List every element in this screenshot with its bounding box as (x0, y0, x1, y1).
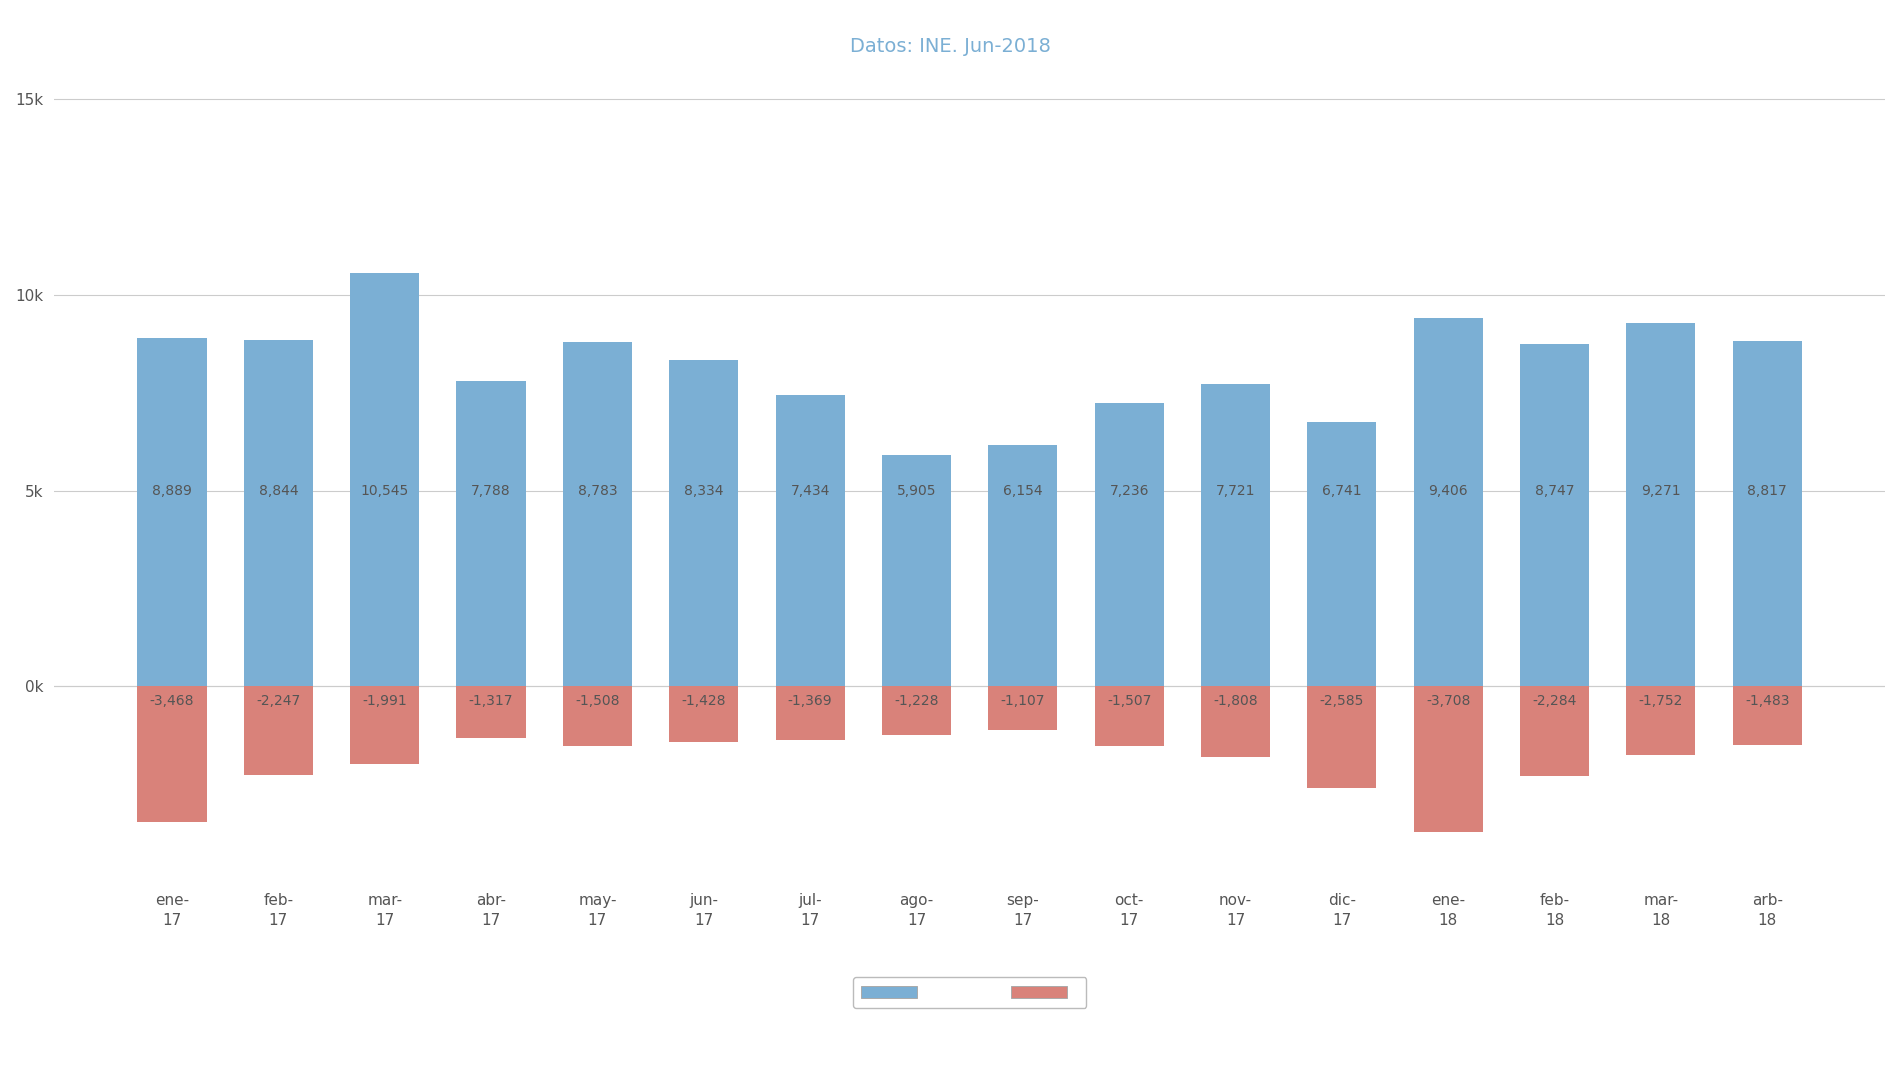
Text: 8,334: 8,334 (684, 483, 724, 497)
Text: -2,585: -2,585 (1320, 694, 1364, 709)
Text: -1,228: -1,228 (895, 694, 939, 709)
Text: 8,817: 8,817 (1748, 483, 1788, 497)
Bar (1094, 686, 1163, 745)
Text: -1,752: -1,752 (1638, 694, 1683, 709)
Text: -1,991: -1,991 (363, 694, 407, 709)
Text: 8,889: 8,889 (152, 483, 192, 497)
Bar (1201, 384, 1269, 686)
Bar (882, 686, 952, 734)
Text: -1,317: -1,317 (469, 694, 513, 709)
Text: 7,721: 7,721 (1216, 483, 1256, 497)
Text: 7,236: 7,236 (1110, 483, 1150, 497)
Bar (775, 396, 846, 686)
Bar (988, 446, 1058, 686)
Text: 6,741: 6,741 (1322, 483, 1362, 497)
Bar (456, 686, 526, 738)
Text: -3,708: -3,708 (1427, 694, 1471, 709)
Text: 8,747: 8,747 (1535, 483, 1575, 497)
Bar (562, 686, 633, 745)
Text: -3,468: -3,468 (150, 694, 194, 709)
Bar (350, 274, 420, 686)
Text: -1,507: -1,507 (1108, 694, 1151, 709)
Text: -1,428: -1,428 (682, 694, 726, 709)
Text: -1,107: -1,107 (1001, 694, 1045, 709)
Text: 6,154: 6,154 (1003, 483, 1043, 497)
Bar (882, 455, 952, 686)
Bar (1626, 323, 1695, 686)
Text: -1,808: -1,808 (1214, 694, 1258, 709)
Bar (1094, 403, 1163, 686)
Bar (988, 686, 1058, 730)
Bar (1414, 686, 1482, 832)
Text: -2,247: -2,247 (256, 694, 300, 709)
Bar (1626, 686, 1695, 755)
Bar (243, 686, 314, 775)
Bar (1520, 344, 1588, 686)
Text: Datos: INE. Jun-2018: Datos: INE. Jun-2018 (849, 37, 1051, 57)
Bar (456, 382, 526, 686)
Text: 9,271: 9,271 (1642, 483, 1682, 497)
Bar (243, 340, 314, 686)
Text: 9,406: 9,406 (1429, 483, 1469, 497)
Bar (1414, 317, 1482, 686)
Bar (562, 342, 633, 686)
Text: 10,545: 10,545 (361, 483, 408, 497)
Text: 5,905: 5,905 (897, 483, 937, 497)
Bar (137, 338, 207, 686)
Text: 7,434: 7,434 (790, 483, 830, 497)
Text: -1,369: -1,369 (788, 694, 832, 709)
Text: -1,483: -1,483 (1744, 694, 1790, 709)
Bar (1520, 686, 1588, 776)
Bar (1307, 686, 1376, 788)
Legend: , : , (853, 977, 1087, 1008)
Bar (1733, 341, 1801, 686)
Text: 8,844: 8,844 (258, 483, 298, 497)
Bar (1201, 686, 1269, 757)
Bar (669, 360, 739, 686)
Bar (1307, 422, 1376, 686)
Text: -1,508: -1,508 (576, 694, 619, 709)
Bar (669, 686, 739, 742)
Bar (137, 686, 207, 822)
Bar (1733, 686, 1801, 745)
Text: 8,783: 8,783 (578, 483, 618, 497)
Bar (775, 686, 846, 740)
Bar (350, 686, 420, 764)
Text: -2,284: -2,284 (1531, 694, 1577, 709)
Text: 7,788: 7,788 (471, 483, 511, 497)
